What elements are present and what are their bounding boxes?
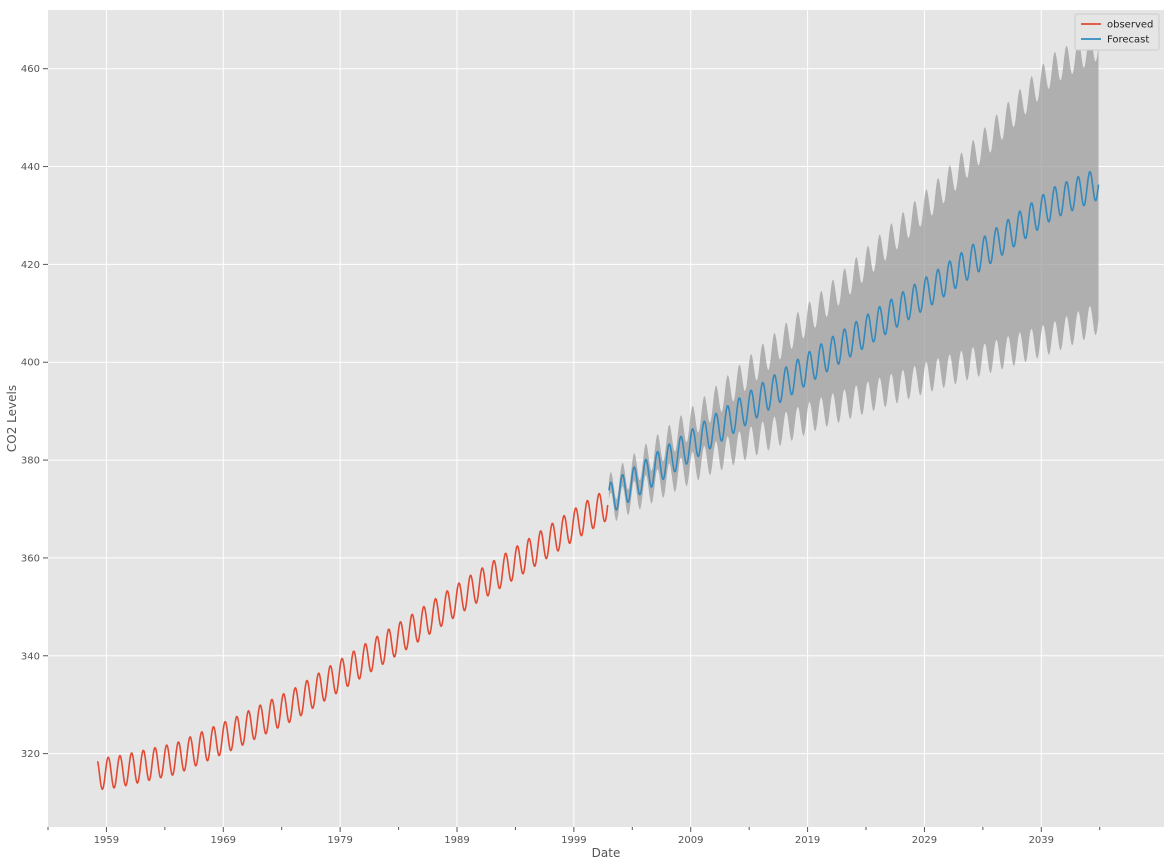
y-axis: 320 340 360 380 400 420 440 460 (21, 64, 48, 760)
legend-label-forecast: Forecast (1107, 35, 1149, 46)
y-tick-label: 420 (21, 260, 40, 271)
legend-box (1074, 13, 1160, 51)
series-lines (96, 170, 1100, 791)
y-tick-label: 320 (21, 749, 40, 760)
y-tick-label: 400 (21, 358, 40, 369)
x-tick-label: 1999 (561, 835, 586, 846)
y-tick-label: 360 (21, 553, 40, 564)
x-tick-label: 2009 (678, 835, 703, 846)
plot-area (48, 10, 1164, 827)
y-tick-label: 380 (21, 456, 40, 467)
x-tick-label: 1979 (327, 835, 352, 846)
y-tick-label: 460 (21, 64, 40, 75)
x-tick-label: 1969 (211, 835, 236, 846)
y-tick-label: 440 (21, 162, 40, 173)
y-tick-label: 340 (21, 651, 40, 662)
series-line-forecast (608, 170, 1100, 511)
x-axis: 1959 1969 1979 1989 1999 2009 2019 2029 2039 (47, 827, 1101, 846)
x-tick-label: 1959 (94, 835, 119, 846)
x-tick-label: 1989 (444, 835, 469, 846)
x-axis-label: Date (592, 846, 621, 860)
legend-label-observed: observed (1107, 20, 1153, 31)
confidence-band (608, 33, 1099, 521)
series-line-observed (96, 492, 609, 791)
legend: observed Forecast (1074, 13, 1160, 51)
x-tick-label: 2019 (795, 835, 820, 846)
confidence-band-group (608, 33, 1099, 521)
x-tick-label: 2029 (912, 835, 937, 846)
x-tick-label: 2039 (1029, 835, 1054, 846)
y-axis-label: CO2 Levels (5, 385, 19, 452)
